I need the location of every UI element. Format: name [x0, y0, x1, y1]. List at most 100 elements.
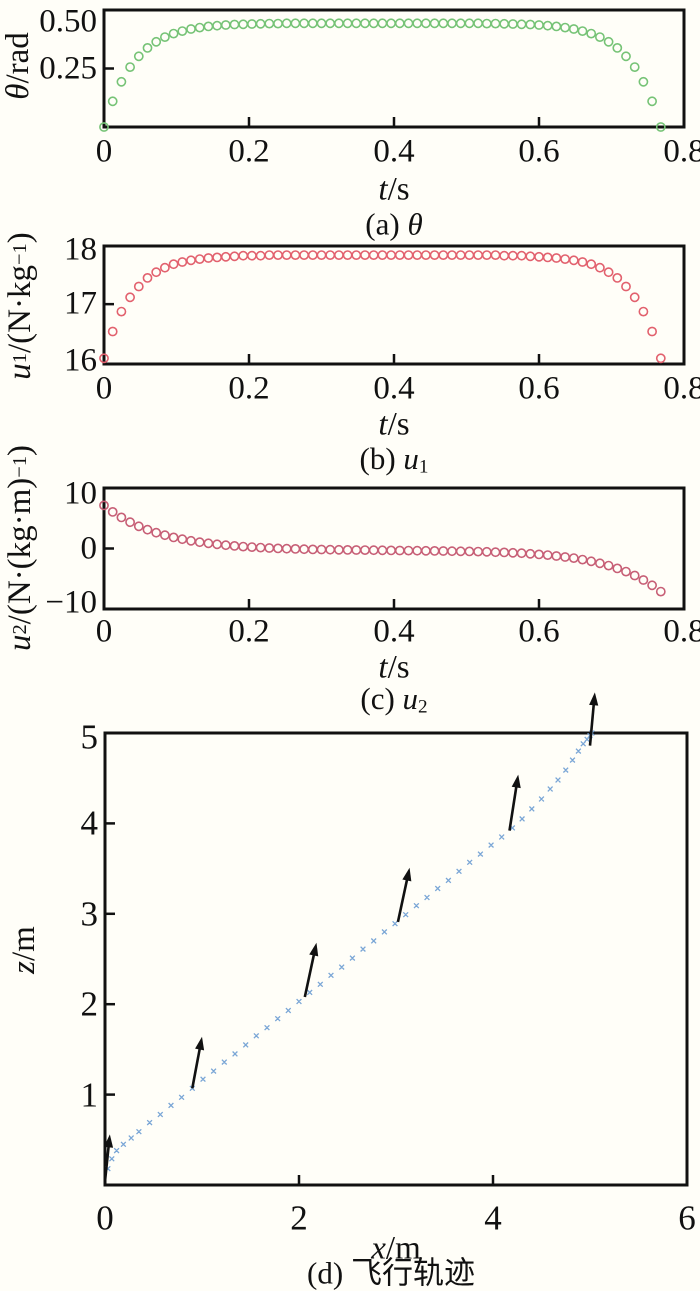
data-point [394, 545, 405, 556]
data-point [647, 96, 657, 107]
label-segment: ) [1, 232, 38, 244]
data-point [568, 24, 579, 34]
data-point [186, 24, 196, 34]
label-segment: 1 [8, 353, 31, 364]
data-point [499, 250, 510, 261]
data-point [177, 257, 188, 267]
data-point [325, 544, 336, 555]
label-segment: z [5, 961, 42, 974]
data-point [516, 250, 527, 261]
data-point [447, 250, 457, 260]
plot-a-ticks [104, 67, 541, 127]
data-point [325, 18, 336, 29]
data-point [299, 544, 309, 555]
data-point [299, 18, 309, 29]
data-point [612, 563, 623, 574]
data-point [568, 255, 579, 266]
trajectory-markers [105, 730, 595, 1172]
data-point [186, 535, 196, 546]
label-segment: t [378, 649, 388, 686]
y-tick-label: 0.50 [39, 3, 97, 40]
data-point [107, 326, 118, 337]
subplot-d [103, 692, 689, 1187]
data-point [481, 18, 492, 29]
data-point [151, 36, 162, 47]
caption-a: (a) θ [365, 209, 422, 240]
subplot-a [99, 8, 686, 132]
x-tick-label: 2 [290, 1198, 308, 1238]
data-point [586, 556, 597, 567]
label-segment: /s [387, 649, 410, 686]
data-point [403, 250, 414, 260]
data-point [177, 26, 188, 36]
data-point [490, 18, 501, 29]
data-point [220, 540, 231, 551]
data-point [142, 272, 153, 283]
data-point [394, 250, 405, 260]
label-segment: (c) [360, 681, 403, 717]
data-point [255, 542, 266, 553]
label-segment: /m [5, 926, 42, 961]
data-point [351, 250, 362, 260]
data-point [542, 20, 553, 31]
data-point [595, 32, 605, 42]
x-tick-label: 0.2 [228, 613, 270, 650]
data-point [212, 20, 222, 31]
label-segment: /(N·kg [1, 265, 38, 354]
y-tick-label: 0.25 [39, 50, 97, 86]
data-point [194, 537, 205, 548]
data-point [307, 250, 318, 260]
x-tick-label: 0.8 [663, 613, 700, 650]
data-point [473, 18, 483, 29]
data-point [360, 250, 370, 260]
data-point [464, 250, 475, 260]
data-point [438, 250, 449, 260]
data-point [107, 96, 118, 107]
attitude-arrow-shaft [103, 1141, 111, 1182]
data-point [621, 51, 631, 62]
x-tick-label: 0.6 [518, 370, 560, 407]
data-point [168, 532, 179, 543]
data-point [386, 18, 396, 29]
label-segment: 2 [8, 624, 31, 635]
data-point [368, 545, 379, 556]
data-point [133, 521, 144, 532]
data-point [464, 546, 475, 557]
data-point [220, 20, 231, 30]
data-point [168, 259, 179, 270]
data-point [412, 250, 423, 260]
data-point [586, 28, 597, 39]
data-point [246, 250, 257, 261]
data-point [612, 272, 623, 283]
data-point [351, 545, 362, 555]
x-axis-label-c: t/s [378, 649, 410, 686]
attitude-arrow-head [589, 692, 599, 706]
data-point [560, 552, 570, 562]
data-point [177, 534, 188, 545]
data-point [534, 20, 544, 30]
label-segment: −1 [8, 455, 31, 478]
data-point [273, 250, 283, 260]
data-point [420, 545, 431, 556]
data-point [159, 530, 170, 541]
x-tick-label: 6 [678, 1198, 696, 1238]
data-point [420, 250, 431, 260]
data-point [159, 32, 170, 42]
data-point [403, 18, 414, 29]
attitude-arrow-shaft [303, 949, 317, 998]
data-point [490, 250, 501, 260]
data-point [307, 544, 318, 555]
x-tick-label: 0 [96, 1198, 114, 1238]
data-point [342, 18, 353, 29]
data-point [255, 18, 266, 29]
data-point [116, 76, 127, 87]
attitude-arrow-shaft [191, 1043, 202, 1089]
data-point [629, 292, 640, 303]
data-point [455, 546, 466, 557]
data-point [307, 18, 318, 29]
data-point [194, 22, 205, 33]
data-point [551, 551, 562, 561]
data-point [194, 254, 205, 264]
x-axis-label-b: t/s [378, 408, 409, 442]
data-point [386, 545, 396, 556]
